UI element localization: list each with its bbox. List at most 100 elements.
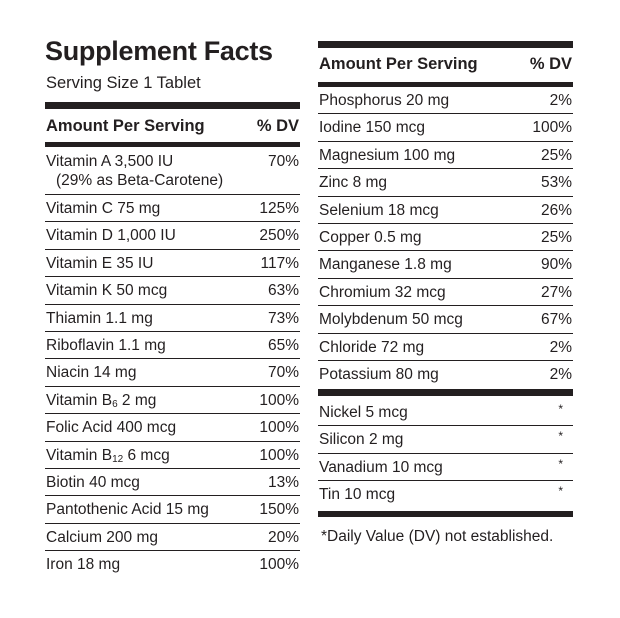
nutrient-list: Phosphorus 20 mg 2% Iodine 150 mcg 100% Magn… bbox=[318, 87, 573, 388]
nutrient-row: Vitamin A 3,500 IU (29% as Beta-Carotene)… bbox=[45, 148, 300, 195]
daily-value: 2% bbox=[549, 338, 572, 356]
nutrient-row: Potassium 80 mg 2% bbox=[318, 361, 573, 388]
nutrient-name: Vanadium 10 mcg bbox=[319, 459, 443, 477]
nutrient-row: Vitamin C 75 mg 125% bbox=[45, 195, 300, 223]
nutrient-label: Potassium 80 mg bbox=[319, 365, 439, 383]
daily-value: 100% bbox=[259, 446, 299, 464]
nutrient-label: Phosphorus 20 mg bbox=[319, 92, 450, 109]
nutrient-row: Pantothenic Acid 15 mg 150% bbox=[45, 496, 300, 524]
daily-value: 63% bbox=[267, 282, 299, 300]
nutrient-label: Iron 18 mg bbox=[46, 556, 121, 574]
nutrient-name: Vitamin A 3,500 IU bbox=[46, 153, 173, 171]
nutrient-subscript: 6 bbox=[112, 398, 118, 410]
nutrient-label: Magnesium 100 mg bbox=[319, 146, 456, 164]
nutrient-row: Vitamin B6 2 mg 100% bbox=[45, 387, 300, 415]
nutrient-label: Nickel 5 mcg bbox=[319, 404, 408, 421]
nutrient-row: Copper 0.5 mg 25% bbox=[318, 224, 573, 252]
nutrient-note: (29% as Beta-Carotene) bbox=[56, 172, 224, 189]
nutrient-label: Silicon 2 mg bbox=[319, 431, 404, 449]
daily-value: 100% bbox=[532, 119, 572, 137]
daily-value: 25% bbox=[540, 228, 572, 246]
nutrient-name: Calcium 200 mg bbox=[46, 529, 158, 547]
no-dv-nutrient-list: Nickel 5 mcg * Silicon 2 mg * Vanadium 10 mc… bbox=[318, 399, 573, 509]
nutrient-name: Manganese 1.8 mg bbox=[319, 256, 452, 274]
nutrient-name: Chloride 72 mg bbox=[319, 339, 424, 357]
nutrient-name: Potassium 80 mg bbox=[319, 366, 439, 384]
daily-value: * bbox=[558, 484, 563, 499]
daily-value: 250% bbox=[259, 227, 299, 245]
dv-header: % DV bbox=[529, 55, 572, 73]
nutrient-name: Vitamin C 75 mg bbox=[46, 200, 160, 218]
nutrient-label: Vitamin B bbox=[46, 446, 113, 464]
nutrient-row: Biotin 40 mcg 13% bbox=[45, 469, 300, 497]
nutrient-name: Nickel 5 mcg bbox=[319, 404, 408, 422]
nutrient-row: Iron 18 mg 100% bbox=[45, 551, 300, 578]
nutrient-row: Tin 10 mcg * bbox=[318, 481, 573, 508]
daily-value: 53% bbox=[540, 174, 572, 192]
daily-value: * bbox=[558, 429, 563, 444]
nutrient-name: Riboflavin 1.1 mg bbox=[46, 337, 166, 355]
medium-divider bbox=[318, 82, 573, 87]
daily-value: 90% bbox=[540, 256, 572, 274]
daily-value: 26% bbox=[540, 201, 572, 219]
nutrient-label: Chromium 32 mcg bbox=[319, 283, 446, 301]
nutrient-label: Selenium 18 mcg bbox=[319, 201, 439, 219]
nutrient-name: Selenium 18 mcg bbox=[319, 202, 439, 220]
nutrient-label: Tin 10 mcg bbox=[319, 486, 396, 504]
nutrient-row: Molybdenum 50 mcg 67% bbox=[318, 306, 573, 334]
nutrient-row: Niacin 14 mg 70% bbox=[45, 359, 300, 387]
daily-value: 20% bbox=[267, 528, 299, 546]
nutrient-name: Zinc 8 mg bbox=[319, 174, 387, 192]
nutrient-label: Vitamin B bbox=[46, 391, 113, 409]
nutrient-row: Selenium 18 mcg 26% bbox=[318, 197, 573, 224]
nutrient-label: Biotin 40 mcg bbox=[46, 473, 140, 491]
nutrient-row: Zinc 8 mg 53% bbox=[318, 169, 573, 197]
nutrient-label: Iodine 150 mcg bbox=[319, 119, 425, 137]
nutrient-name: Niacin 14 mg bbox=[46, 364, 136, 382]
nutrient-label: Thiamin 1.1 mg bbox=[46, 309, 153, 327]
nutrient-label: Calcium 200 mg bbox=[46, 528, 158, 546]
nutrient-label: Niacin 14 mg bbox=[46, 364, 137, 382]
nutrient-name: Vitamin K 50 mcg bbox=[46, 282, 167, 300]
nutrient-label: Copper 0.5 mg bbox=[319, 228, 422, 246]
serving-size: Serving Size 1 Tablet bbox=[46, 74, 201, 92]
daily-value: 150% bbox=[259, 501, 299, 519]
nutrient-name: Molybdenum 50 mcg bbox=[319, 311, 463, 329]
nutrient-label: Vitamin C 75 mg bbox=[46, 200, 161, 217]
dv-header: % DV bbox=[256, 117, 299, 135]
nutrient-name: Magnesium 100 mg bbox=[319, 147, 455, 165]
daily-value: 65% bbox=[267, 336, 299, 354]
daily-value: 25% bbox=[540, 146, 572, 164]
nutrient-label: Vitamin E 35 IU bbox=[46, 254, 154, 272]
nutrient-row: Riboflavin 1.1 mg 65% bbox=[45, 332, 300, 360]
nutrient-label: Zinc 8 mg bbox=[319, 174, 388, 192]
nutrient-list: Vitamin A 3,500 IU (29% as Beta-Carotene)… bbox=[45, 148, 300, 578]
nutrient-name: Biotin 40 mcg bbox=[46, 474, 140, 492]
nutrient-name: Iodine 150 mcg bbox=[319, 119, 425, 137]
nutrient-label: Vitamin D 1,000 IU bbox=[46, 227, 176, 245]
nutrient-name: Vitamin D 1,000 IU bbox=[46, 227, 176, 245]
nutrient-row: Vitamin E 35 IU 117% bbox=[45, 250, 300, 278]
daily-value: 73% bbox=[267, 309, 299, 327]
thick-divider bbox=[318, 389, 573, 396]
panel-title: Supplement Facts bbox=[45, 36, 273, 66]
nutrient-name: Iron 18 mg bbox=[46, 556, 120, 574]
nutrient-name: Tin 10 mcg bbox=[319, 486, 395, 504]
nutrient-row: Silicon 2 mg * bbox=[318, 426, 573, 454]
thick-divider bbox=[318, 511, 573, 517]
column-header: Amount Per Serving % DV bbox=[46, 117, 299, 136]
daily-value: 27% bbox=[540, 283, 572, 301]
medium-divider bbox=[45, 142, 300, 147]
nutrient-row: Magnesium 100 mg 25% bbox=[318, 142, 573, 170]
nutrient-label: Vitamin K 50 mcg bbox=[46, 282, 168, 300]
amount-header: Amount Per Serving bbox=[319, 55, 478, 73]
nutrient-name: Chromium 32 mcg bbox=[319, 284, 446, 302]
nutrient-label: Vitamin A 3,500 IU bbox=[46, 153, 174, 170]
nutrient-amount: 2 mg bbox=[117, 391, 157, 409]
nutrient-name: Vitamin B6 2 mg bbox=[46, 392, 156, 410]
nutrient-name: Phosphorus 20 mg bbox=[319, 92, 449, 110]
nutrient-row: Vitamin B12 6 mcg 100% bbox=[45, 442, 300, 469]
amount-header: Amount Per Serving bbox=[46, 117, 205, 135]
nutrient-label: Riboflavin 1.1 mg bbox=[46, 336, 166, 354]
nutrient-row: Iodine 150 mcg 100% bbox=[318, 114, 573, 142]
